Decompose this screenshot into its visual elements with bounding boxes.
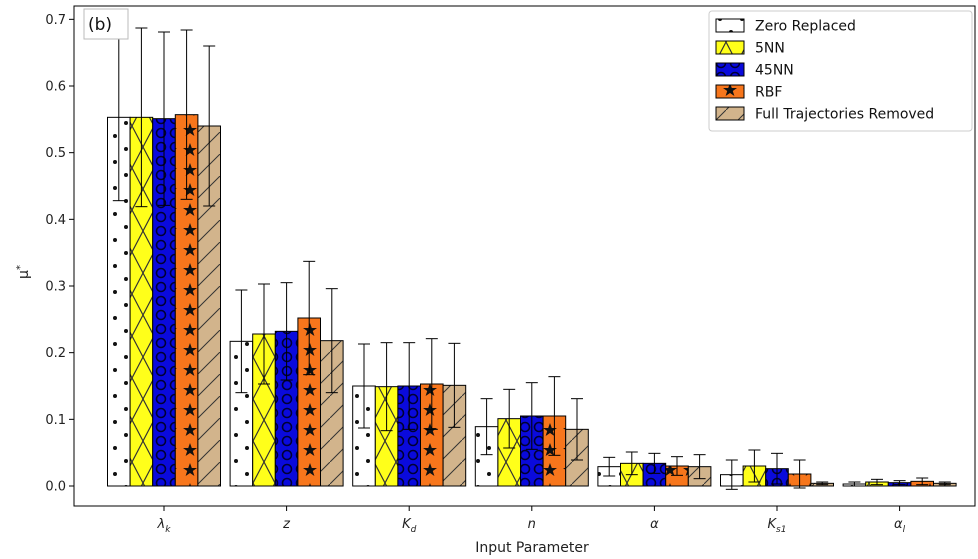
legend-swatch-2 <box>715 62 745 77</box>
legend-swatch-3 <box>715 84 745 99</box>
legend-label-2: 45NN <box>755 63 794 79</box>
x-tick-label-2: Kd <box>402 517 417 535</box>
y-axis-title: μ* <box>15 265 33 279</box>
panel-label-box: (b) <box>83 8 129 40</box>
y-tick-label-0: 0.0 <box>45 480 66 495</box>
x-axis-title: Input Parameter <box>475 540 589 556</box>
legend-label-3: RBF <box>755 85 782 101</box>
legend-label-0: Zero Replaced <box>755 19 856 35</box>
panel-label: (b) <box>88 15 112 35</box>
legend-swatch-0 <box>715 18 745 33</box>
x-tick-label-5: Ks1 <box>768 517 787 535</box>
x-tick-label-3: n <box>528 517 536 532</box>
y-tick-label-5: 0.5 <box>45 146 66 161</box>
x-tick-label-0: λk <box>157 517 172 535</box>
plot-frame <box>73 5 976 507</box>
legend-swatch-4 <box>715 106 745 121</box>
x-tick-label-4: α <box>650 517 659 532</box>
y-tick-label-3: 0.3 <box>45 280 66 295</box>
legend-frame <box>708 10 973 132</box>
bars-layer <box>107 114 957 487</box>
x-tick-label-6: αl <box>894 517 906 535</box>
error-bars-layer <box>112 27 951 490</box>
y-tick-label-1: 0.1 <box>45 413 66 428</box>
legend: Zero Replaced 5NN 45NN RBF Full Trajectories… <box>708 10 973 132</box>
legend-label-4: Full Trajectories Removed <box>755 107 934 123</box>
plot-area <box>73 5 976 507</box>
legend-label-1: 5NN <box>755 41 785 57</box>
legend-swatch-1 <box>715 40 745 55</box>
y-tick-label-2: 0.2 <box>45 346 66 361</box>
x-axis: λk z Kd n α Ks1 αl <box>157 506 906 535</box>
y-tick-label-7: 0.7 <box>45 13 66 28</box>
y-axis: 0.0 0.1 0.2 0.3 0.4 0.5 0.6 0.7 <box>45 13 74 495</box>
x-tick-label-1: z <box>282 517 291 532</box>
y-tick-label-4: 0.4 <box>45 213 66 228</box>
y-tick-label-6: 0.6 <box>45 80 66 95</box>
